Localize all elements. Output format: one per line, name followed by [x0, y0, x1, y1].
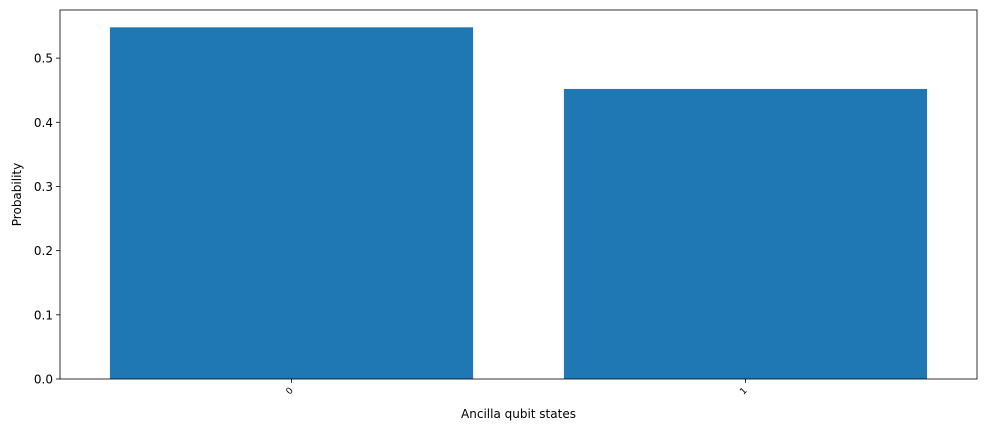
- y-tick-label: 0.4: [34, 116, 53, 130]
- bar-1: [563, 88, 928, 380]
- y-tick-label: 0.1: [34, 308, 53, 322]
- axes-layer: 0 1 0.0 0.1 0.2 0.3 0.4 0.5: [34, 9, 978, 397]
- y-axis-label: Probability: [10, 163, 24, 226]
- bar-0: [109, 27, 474, 379]
- x-axis-label: Ancilla qubit states: [461, 407, 576, 421]
- bars-layer: [109, 27, 928, 380]
- x-tick-label: 1: [738, 386, 749, 397]
- y-tick-label: 0.3: [34, 180, 53, 194]
- y-tick-label: 0.0: [34, 373, 53, 387]
- plot-frame: [59, 9, 978, 380]
- y-tick-label: 0.2: [34, 244, 53, 258]
- y-tick-label: 0.5: [34, 52, 53, 66]
- x-tick-label: 0: [285, 386, 296, 397]
